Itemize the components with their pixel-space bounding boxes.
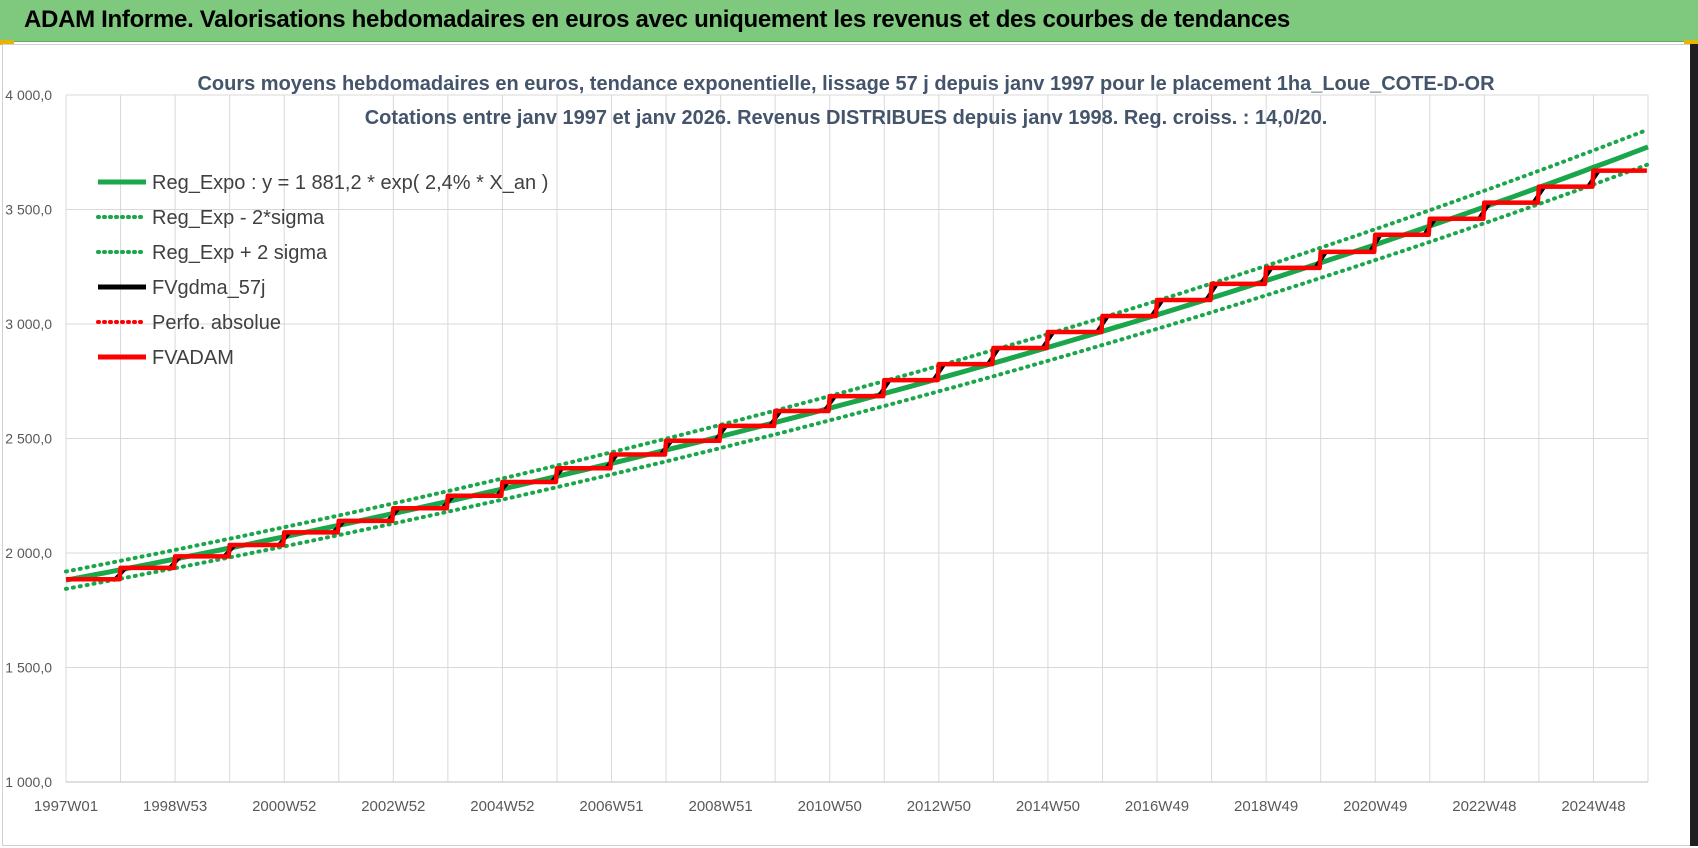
- corner-marker-left: [0, 40, 14, 45]
- x-tick-label: 2000W52: [252, 798, 316, 815]
- series-fvadam: [66, 168, 1647, 582]
- x-tick-label: 2014W50: [1016, 798, 1080, 815]
- chart-legend: Reg_Expo : y = 1 881,2 * exp( 2,4% * X_a…: [96, 172, 548, 369]
- legend-label: Reg_Exp - 2*sigma: [152, 207, 325, 229]
- x-tick-label: 2002W52: [361, 798, 425, 815]
- y-tick-label: 1 000,0: [5, 774, 52, 790]
- chart-grid: [65, 94, 1649, 783]
- series-lower-band: [64, 162, 1650, 591]
- x-tick-label: 2018W49: [1234, 798, 1298, 815]
- title-banner: ADAM Informe. Valorisations hebdomadaire…: [0, 0, 1698, 42]
- legend-label: Reg_Expo : y = 1 881,2 * exp( 2,4% * X_a…: [152, 172, 548, 194]
- x-tick-label: 2010W50: [798, 798, 862, 815]
- legend-label: FVgdma_57j: [152, 277, 265, 299]
- y-tick-label: 4 000,0: [5, 87, 52, 103]
- legend-label: Reg_Exp + 2 sigma: [152, 242, 328, 264]
- y-tick-label: 3 000,0: [5, 316, 52, 332]
- x-tick-label: 2022W48: [1452, 798, 1516, 815]
- window-edge: [1690, 44, 1698, 846]
- x-tick-label: 2020W49: [1343, 798, 1407, 815]
- x-tick-label: 2012W50: [907, 798, 971, 815]
- x-tick-label: 2004W52: [470, 798, 534, 815]
- x-tick-label: 2006W51: [579, 798, 643, 815]
- x-tick-label: 2008W51: [689, 798, 753, 815]
- legend-label: FVADAM: [152, 347, 234, 369]
- y-tick-label: 3 500,0: [5, 202, 52, 218]
- chart-title-line1: Cours moyens hebdomadaires en euros, ten…: [197, 73, 1495, 95]
- y-tick-label: 1 500,0: [5, 660, 52, 676]
- report-title: ADAM Informe. Valorisations hebdomadaire…: [24, 6, 1290, 33]
- x-axis-ticks: 1997W01 1998W53 2000W52 2002W52 2004W52 2006W…: [34, 798, 1626, 815]
- corner-marker-right: [1684, 40, 1698, 45]
- chart-title-line2: Cotations entre janv 1997 et janv 2026. …: [365, 107, 1328, 129]
- x-tick-label: 1997W01: [34, 798, 98, 815]
- x-tick-label: 2016W49: [1125, 798, 1189, 815]
- series-trend: [65, 144, 1649, 583]
- legend-label: Perfo. absolue: [152, 312, 281, 334]
- series-upper-band: [64, 127, 1650, 574]
- y-tick-label: 2 500,0: [5, 431, 52, 447]
- y-axis-ticks: 1 000,0 1 500,0 2 000,0 2 500,0 3 000,0 3 500…: [5, 87, 52, 790]
- chart-series: [64, 127, 1650, 591]
- x-tick-label: 2024W48: [1561, 798, 1625, 815]
- x-tick-label: 1998W53: [143, 798, 207, 815]
- y-tick-label: 2 000,0: [5, 545, 52, 561]
